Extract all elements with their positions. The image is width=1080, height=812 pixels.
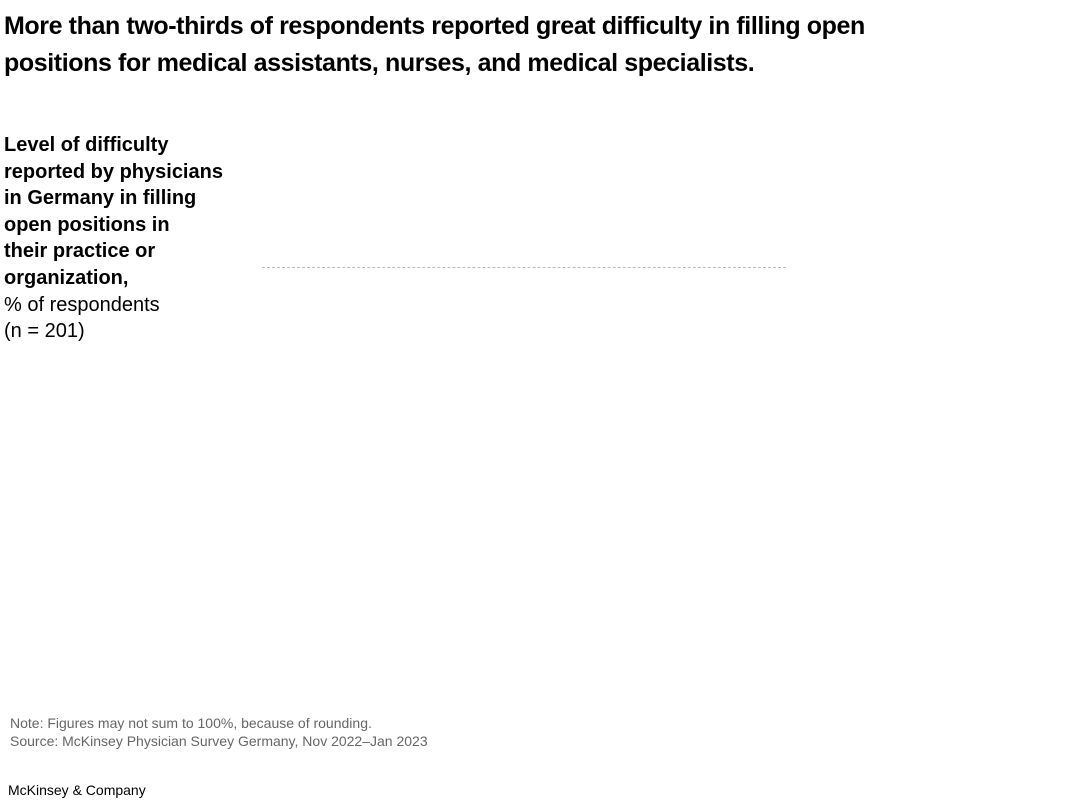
title-line: More than two-thirds of respondents repo… <box>4 12 865 40</box>
subtitle-unit-line: % of respondents <box>4 293 160 316</box>
dashed-rule <box>262 267 786 268</box>
brand: McKinsey & Company <box>8 782 146 798</box>
subtitle-line: reported by physicians <box>4 160 223 183</box>
subtitle-line: organization, <box>4 266 129 289</box>
title: More than two-thirds of respondents repo… <box>4 8 1076 82</box>
note: Note: Figures may not sum to 100%, becau… <box>10 715 372 731</box>
title-line: positions for medical assistants, nurses… <box>4 49 755 77</box>
subtitle-line: in Germany in filling <box>4 187 197 210</box>
subtitle: Level of difficulty reported by physician… <box>4 132 254 345</box>
subtitle-unit-line: (n = 201) <box>4 320 85 343</box>
subtitle-line: open positions in <box>4 213 170 236</box>
subtitle-line: Level of difficulty <box>4 134 169 156</box>
source: Source: McKinsey Physician Survey German… <box>10 733 428 749</box>
subtitle-line: their practice or <box>4 240 156 263</box>
